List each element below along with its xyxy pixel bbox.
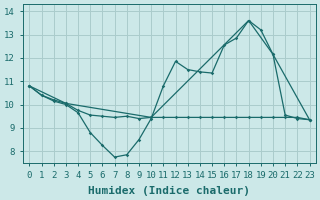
X-axis label: Humidex (Indice chaleur): Humidex (Indice chaleur) [88,186,251,196]
